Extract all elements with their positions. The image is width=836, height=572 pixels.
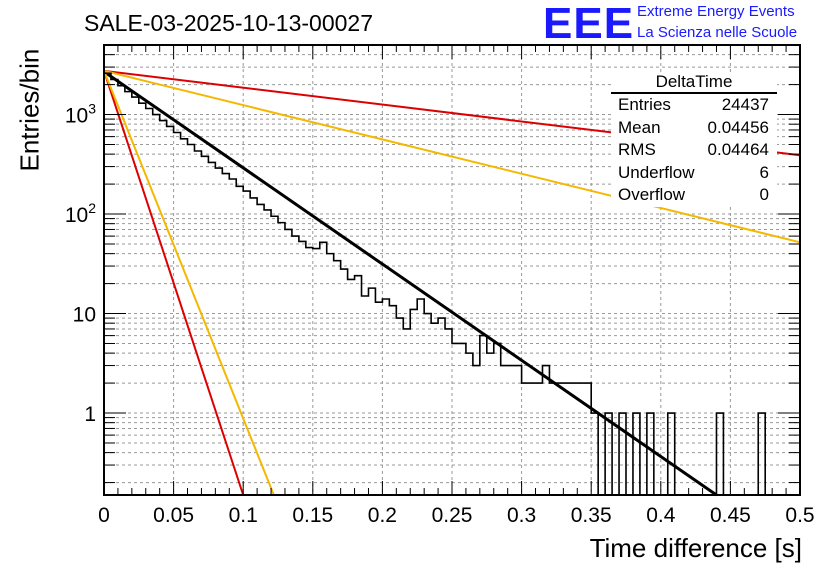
x-tick-label: 0.25: [432, 504, 473, 527]
series-fit: [103, 70, 718, 497]
y-tick-label: 10: [73, 304, 96, 327]
x-tick-label: 0.5: [785, 504, 814, 527]
stats-box-title: DeltaTime: [611, 72, 777, 94]
y-tick-label: 103: [65, 101, 96, 128]
x-tick-label: 0.4: [646, 504, 676, 527]
stats-row-underflow: Underflow 6: [611, 162, 777, 185]
histogram: [103, 72, 800, 496]
y-tick-label: 1: [84, 403, 96, 426]
x-tick-label: 0: [98, 504, 110, 527]
stats-value: 0.04456: [707, 117, 769, 137]
series-red-steep: [103, 70, 245, 496]
eee-logo-icon: EEE: [543, 0, 635, 48]
y-axis-label: Entries/bin: [14, 48, 45, 172]
axis-tick-labels: 0 0.05 0.1 0.15 0.2 0.25 0.3 0.35 0.4 0.45 0.5 1 10 1…: [65, 101, 815, 527]
stats-label: Entries: [618, 95, 671, 114]
chart-title: SALE-03-2025-10-13-00027: [84, 10, 373, 36]
stats-row-overflow: Overflow 0: [611, 184, 777, 207]
series-orange-flat: [103, 69, 801, 244]
series-orange-steep: [103, 70, 275, 496]
x-tick-label: 0.45: [710, 504, 751, 527]
stats-label: Overflow: [618, 185, 686, 204]
x-tick-label: 0.3: [507, 504, 536, 527]
stats-label: Mean: [618, 117, 661, 137]
logo-line-2: La Scienza nelle Scuole: [637, 24, 798, 41]
stats-value: 0.04464: [707, 140, 769, 159]
x-tick-label: 0.2: [368, 504, 397, 527]
x-tick-label: 0.1: [229, 504, 258, 527]
x-tick-label: 0.15: [292, 504, 333, 527]
x-tick-label: 0.05: [153, 504, 194, 527]
stats-row-entries: Entries 24437: [611, 94, 777, 117]
stats-row-rms: RMS 0.04464: [611, 139, 777, 162]
stats-value: 24437: [721, 95, 769, 114]
histogram-outline: [103, 72, 800, 496]
stats-label: Underflow: [618, 162, 695, 182]
x-axis-label: Time difference [s]: [589, 533, 802, 563]
stats-value: 6: [759, 162, 769, 182]
stats-label: RMS: [618, 140, 656, 159]
logo-line-1: Extreme Energy Events: [637, 3, 795, 20]
x-tick-label: 0.35: [571, 504, 612, 527]
axis-ticks: [103, 44, 801, 495]
stats-value: 0: [759, 185, 769, 204]
stats-row-mean: Mean 0.04456: [611, 117, 777, 140]
y-tick-label: 102: [65, 200, 96, 227]
stats-box: DeltaTime Entries 24437 Mean 0.04456 RMS…: [611, 72, 777, 207]
